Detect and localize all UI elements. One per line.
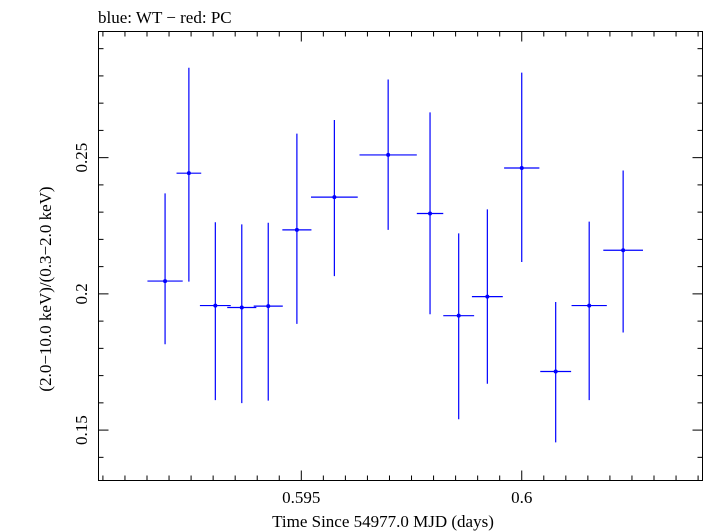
data-point (603, 170, 643, 333)
data-point (571, 221, 607, 401)
y-axis-label: (2.0−10.0 keV)/(0.3−2.0 keV) (36, 186, 55, 391)
point-marker (386, 152, 391, 157)
data-point (199, 222, 231, 401)
point-marker (332, 195, 337, 200)
data-marks (147, 67, 643, 443)
data-point (311, 120, 358, 277)
data-point (416, 112, 444, 315)
point-marker (294, 227, 299, 232)
point-marker (239, 305, 244, 310)
data-point (147, 193, 183, 345)
x-axis-label: Time Since 54977.0 MJD (days) (272, 512, 494, 531)
x-tick-label: 0.6 (511, 488, 532, 507)
data-point (540, 302, 572, 443)
x-tick-label: 0.595 (282, 488, 320, 507)
data-point (359, 79, 417, 230)
data-point (253, 222, 283, 401)
point-marker (163, 279, 168, 284)
data-point (471, 209, 503, 384)
point-marker (266, 304, 271, 309)
point-marker (519, 165, 524, 170)
y-tick-label: 0.2 (72, 283, 91, 304)
data-point (443, 233, 475, 420)
point-marker (553, 369, 558, 374)
axis-ticks: 0.595 0.6 0.15 0.2 0.25 (72, 31, 703, 507)
y-tick-label: 0.25 (72, 143, 91, 173)
plot-frame (98, 31, 703, 481)
point-marker (485, 294, 490, 299)
y-tick-label: 0.15 (72, 415, 91, 445)
point-marker (587, 303, 592, 308)
data-point (227, 224, 257, 404)
point-marker (428, 211, 433, 216)
chart-title: blue: WT − red: PC (98, 8, 232, 27)
data-point (176, 67, 202, 282)
point-marker (621, 248, 626, 253)
data-point (504, 72, 540, 262)
data-point (282, 133, 312, 324)
point-marker (456, 313, 461, 318)
point-marker (186, 171, 191, 176)
point-marker (213, 303, 218, 308)
